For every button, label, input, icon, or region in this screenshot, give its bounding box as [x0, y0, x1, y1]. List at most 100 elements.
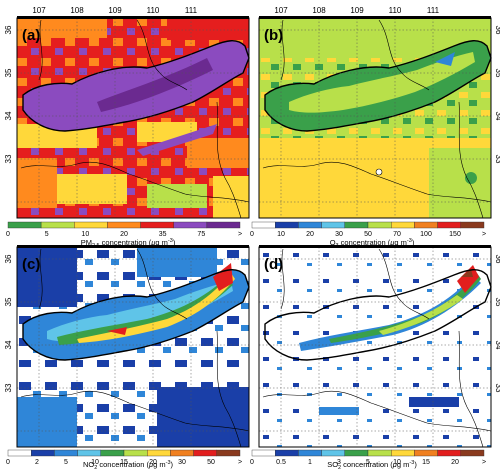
- colorbar-d-label: SO2 concentration (μg m-3): [327, 460, 417, 469]
- colorbar-swatch: [414, 221, 438, 229]
- lat-tick-label: 35: [4, 68, 13, 77]
- colorbar-a-boxes: [7, 221, 241, 229]
- colorbar-swatch: [31, 449, 55, 457]
- lon-tick-label: 109: [350, 6, 364, 15]
- lat-tick-label: 35: [494, 298, 500, 307]
- lat-tick-label: 36: [4, 25, 13, 34]
- panel-a-map-field: [17, 18, 249, 218]
- colorbar-swatch: [298, 221, 322, 229]
- colorbar-swatch: [100, 449, 125, 457]
- colorbar-swatch: [7, 221, 42, 229]
- lat-labels-right-b: 36 35 34 33: [494, 26, 500, 164]
- panel-a-gridlines: [17, 18, 249, 218]
- top-lon-labels-left: 107 108 109 110 111: [32, 6, 197, 15]
- colorbar-tick-label: 0: [6, 231, 10, 238]
- colorbar-tick-label: 0: [250, 459, 254, 466]
- colorbar-tick-label: 0.5: [276, 459, 286, 466]
- colorbar-swatch: [216, 449, 241, 457]
- colorbar-swatch: [390, 221, 415, 229]
- colorbar-swatch: [321, 221, 345, 229]
- colorbar-tick-label: 3: [337, 459, 341, 466]
- lat-tick-label: 33: [494, 384, 500, 393]
- colorbar-swatch: [460, 221, 485, 229]
- colorbar-swatch: [206, 221, 241, 229]
- lat-labels-right-d: 36 35 34 33: [494, 255, 500, 393]
- colorbar-swatch: [77, 449, 101, 457]
- lat-tick-label: 35: [494, 69, 500, 78]
- colorbar-tick-label: 10: [277, 231, 285, 238]
- colorbar-swatch: [460, 449, 485, 457]
- colorbar-swatch: [414, 449, 438, 457]
- colorbar-tick-label: >: [482, 459, 486, 466]
- colorbar-swatch: [344, 449, 369, 457]
- colorbar-swatch: [140, 221, 174, 229]
- lon-tick-label: 110: [147, 6, 160, 15]
- lat-tick-label: 36: [4, 254, 13, 263]
- panel-d: (d): [258, 245, 492, 448]
- colorbar-tick-label: 30: [178, 459, 186, 466]
- colorbar-d-tick-labels: 0 0.5 1 3 5 10 15 20 >: [250, 459, 486, 466]
- colorbar-tick-label: 10: [81, 231, 89, 238]
- colorbar-swatch: [40, 221, 75, 229]
- colorbar-c-boxes: [7, 449, 241, 457]
- panel-d-map-field: [259, 247, 491, 447]
- colorbar-swatch: [251, 449, 276, 457]
- top-lon-labels-right: 107 108 109 110 111: [274, 6, 439, 15]
- lat-tick-label: 33: [4, 383, 13, 392]
- colorbar-tick-label: 150: [449, 231, 461, 238]
- colorbar-tick-label: 5: [366, 459, 370, 466]
- colorbar-swatch: [107, 221, 141, 229]
- lon-tick-label: 107: [32, 6, 46, 15]
- panel-d-gridlines: [259, 247, 491, 447]
- colorbar-swatch: [123, 449, 148, 457]
- panel-a: (a): [16, 16, 250, 219]
- colorbar-tick-label: 50: [207, 459, 215, 466]
- panel-c: (c): [16, 245, 250, 448]
- panel-b: (b): [258, 16, 492, 219]
- colorbar-tick-label: 20: [149, 459, 157, 466]
- lat-labels-left-c: 36 35 34 33: [4, 254, 13, 392]
- colorbar-tick-label: 50: [364, 231, 372, 238]
- colorbar-tick-label: 100: [420, 231, 432, 238]
- colorbar-a-tick-labels: 0 5 10 20 35 75 >: [6, 231, 242, 238]
- colorbar-tick-label: >: [238, 459, 242, 466]
- colorbar-tick-label: 15: [422, 459, 430, 466]
- lat-tick-label: 33: [494, 155, 500, 164]
- colorbar-swatch: [54, 449, 78, 457]
- lon-tick-label: 108: [70, 6, 84, 15]
- lon-tick-label: 111: [427, 6, 440, 15]
- colorbar-b-label: O3 concentration (μg m-3): [330, 238, 415, 249]
- lon-tick-label: 111: [185, 6, 198, 15]
- colorbar-swatch: [7, 449, 32, 457]
- colorbar-tick-label: 5: [64, 459, 68, 466]
- colorbar-tick-label: 20: [120, 231, 128, 238]
- colorbar-swatch: [298, 449, 322, 457]
- colorbar-swatch: [146, 449, 171, 457]
- colorbar-tick-label: 70: [393, 231, 401, 238]
- panel-c-gridlines: [17, 247, 249, 447]
- colorbar-tick-label: 75: [197, 231, 205, 238]
- lon-tick-label: 110: [389, 6, 402, 15]
- colorbar-c-tick-labels: 0 2 5 10 15 20 30 50 >: [6, 459, 242, 466]
- panel-b-map-field: [259, 18, 491, 218]
- lat-tick-label: 33: [4, 154, 13, 163]
- colorbar-tick-label: >: [238, 231, 242, 238]
- colorbar-swatch: [251, 221, 276, 229]
- colorbar-swatch: [275, 449, 299, 457]
- lat-tick-label: 36: [494, 255, 500, 264]
- colorbar-tick-label: 10: [91, 459, 99, 466]
- colorbar-swatch: [367, 221, 392, 229]
- colorbar-swatch: [437, 221, 462, 229]
- colorbar-tick-label: 1: [308, 459, 312, 466]
- colorbar-a-label: PM2.5 concentration (μg m-3): [81, 238, 176, 249]
- colorbar-tick-label: 0: [6, 459, 10, 466]
- colorbar-swatch: [170, 449, 194, 457]
- lat-tick-label: 34: [4, 111, 13, 120]
- colorbar-swatch: [321, 449, 345, 457]
- colorbar-b-boxes: [251, 221, 485, 229]
- lon-tick-label: 109: [108, 6, 122, 15]
- lon-tick-label: 108: [312, 6, 326, 15]
- lat-tick-label: 34: [494, 112, 500, 121]
- colorbar-b-tick-labels: 0 10 20 30 50 70 100 150 >: [250, 231, 486, 238]
